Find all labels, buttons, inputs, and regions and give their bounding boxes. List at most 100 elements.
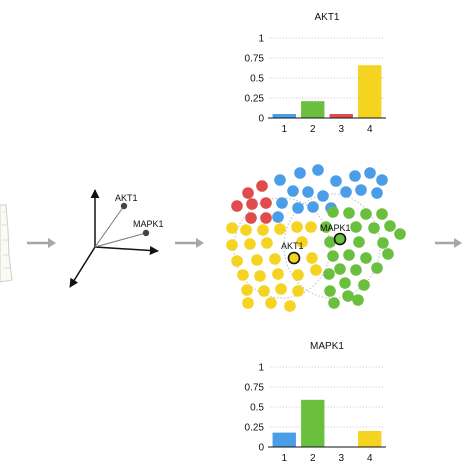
- scatter-dot-yellow: [306, 252, 318, 264]
- bar-2: [301, 101, 325, 118]
- scatter-dot-green: [323, 268, 335, 280]
- point-akt1: [120, 202, 128, 210]
- x-tick-label: 1: [281, 453, 287, 464]
- scatter-dot-yellow: [284, 300, 296, 312]
- scatter-label-mapk1: MAPK1: [320, 223, 351, 233]
- point-mapk1: [142, 229, 150, 237]
- scatter-dot-yellow: [240, 224, 252, 236]
- scatter-dot-yellow: [272, 268, 284, 280]
- x-tick-label: 2: [310, 124, 316, 135]
- scatter-dot-green: [360, 252, 372, 264]
- chart-title: AKT1: [314, 12, 339, 23]
- bar-1: [272, 114, 296, 118]
- scatter-dot-green: [324, 236, 336, 248]
- scatter-label-akt1: AKT1: [281, 241, 304, 251]
- scatter-dot-yellow: [226, 239, 238, 251]
- scatter-dot-yellow: [261, 237, 273, 249]
- scatter-dot-blue: [294, 167, 306, 179]
- scatter-dot-green: [352, 294, 364, 306]
- scatter-dot-red: [260, 197, 272, 209]
- scatter-dot-green: [353, 236, 365, 248]
- y-tick-label: 0.5: [250, 403, 264, 414]
- scatter-dot-blue: [376, 174, 388, 186]
- scatter-dot-yellow: [296, 236, 308, 248]
- scatter-dot-green: [343, 249, 355, 261]
- highlight-akt1-node: [287, 251, 301, 265]
- scatter-dot-blue: [340, 186, 352, 198]
- scatter-dot-yellow: [275, 283, 287, 295]
- scatter-dot-green: [342, 290, 354, 302]
- scatter-dot-yellow: [231, 255, 243, 267]
- x-tick-label: 2: [310, 453, 316, 464]
- y-tick-label: 0: [258, 114, 264, 125]
- scatter-dot-yellow: [251, 254, 263, 266]
- scatter-dot-green: [368, 222, 380, 234]
- scatter-dot-green: [324, 285, 336, 297]
- highlight-mapk1-node: [333, 232, 347, 246]
- flow-arrow-1: [27, 238, 56, 248]
- flow-arrow-2: [175, 238, 204, 248]
- scatter-dot-yellow: [292, 285, 304, 297]
- scatter-dot-blue: [364, 167, 376, 179]
- cluster-scatter: AKT1 MAPK1: [226, 164, 406, 312]
- scatter-dot-yellow: [269, 253, 281, 265]
- scatter-dot-yellow: [305, 221, 317, 233]
- x-tick-label: 1: [281, 124, 287, 135]
- scatter-dot-blue: [355, 184, 367, 196]
- scatter-dot-red: [260, 212, 272, 224]
- bar-chart-akt1: AKT1 0 0.25 0.5 0.75 1 1 2 3 4: [245, 12, 386, 135]
- scatter-dot-green: [377, 237, 389, 249]
- scatter-dot-yellow: [265, 297, 277, 309]
- scatter-dot-red: [245, 212, 257, 224]
- scatter-dot-green: [328, 297, 340, 309]
- scatter-dot-blue: [292, 202, 304, 214]
- scatter-dots: [226, 164, 406, 312]
- y-tick-label: 0: [258, 443, 264, 454]
- scatter-dot-green: [394, 228, 406, 240]
- scatter-dot-green: [382, 248, 394, 260]
- scatter-dot-blue: [276, 197, 288, 209]
- scatter-dot-blue: [307, 201, 319, 213]
- scatter-dot-yellow: [244, 238, 256, 250]
- scatter-dot-yellow: [254, 270, 266, 282]
- neighborhood-circle-akt1: [233, 197, 331, 299]
- scatter-dot-blue: [371, 187, 383, 199]
- y-tick-label: 0.25: [245, 423, 265, 434]
- y-tick-label: 0.5: [250, 74, 264, 85]
- bar-4: [358, 431, 382, 447]
- scatter-dot-blue: [272, 211, 284, 223]
- scatter-dot-yellow: [241, 284, 253, 296]
- scatter-dot-yellow: [242, 297, 254, 309]
- axis-z: [69, 246, 96, 288]
- scatter-dot-red: [242, 187, 254, 199]
- scatter-dot-green: [350, 221, 362, 233]
- scatter-dot-yellow: [258, 285, 270, 297]
- scatter-dot-yellow: [291, 221, 303, 233]
- scatter-dot-yellow: [310, 264, 322, 276]
- x-tick-label: 3: [338, 124, 344, 135]
- point-mapk1-label: MAPK1: [133, 219, 164, 229]
- scatter-dot-blue: [302, 186, 314, 198]
- bar-chart-mapk1: MAPK1 0 0.25 0.5 0.75 1 1 2 3 4: [245, 341, 386, 464]
- bar-1: [272, 432, 296, 447]
- y-tick-label: 1: [258, 34, 264, 45]
- point-akt1-label: AKT1: [115, 193, 138, 203]
- flow-arrow-3: [435, 238, 462, 248]
- y-tick-label: 0.25: [245, 94, 265, 105]
- scatter-dot-green: [334, 263, 346, 275]
- axis-x: [94, 245, 159, 255]
- scatter-dot-red: [231, 200, 243, 212]
- scatter-dot-blue: [349, 170, 361, 182]
- scatter-dot-yellow: [237, 269, 249, 281]
- scatter-dot-green: [320, 221, 332, 233]
- scatter-dot-blue: [330, 175, 342, 187]
- scatter-dot-blue: [274, 174, 286, 186]
- scatter-dot-red: [256, 180, 268, 192]
- scatter-dot-green: [376, 208, 388, 220]
- scatter-dot-blue: [312, 164, 324, 176]
- vector-mapk1: [94, 232, 147, 248]
- scatter-dot-green: [327, 250, 339, 262]
- y-tick-label: 0.75: [245, 383, 265, 394]
- scatter-dot-yellow: [292, 269, 304, 281]
- scatter-dot-green: [358, 279, 370, 291]
